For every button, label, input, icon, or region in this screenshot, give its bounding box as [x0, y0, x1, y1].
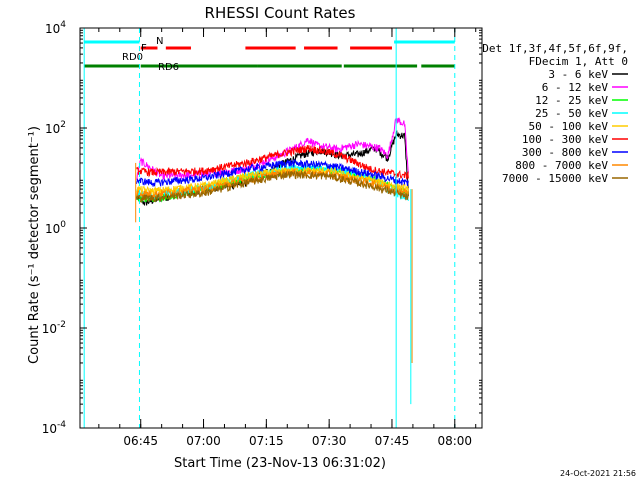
x-tick-label: 07:00 — [186, 434, 221, 448]
plot-frame — [79, 27, 483, 429]
flag-label: F — [141, 43, 147, 54]
vertical-markers — [83, 28, 456, 428]
x-tick-label: 08:00 — [437, 434, 472, 448]
legend-entry-label: 7000 - 15000 keV — [502, 172, 608, 185]
chart-title: RHESSI Count Rates — [205, 4, 356, 22]
series-line — [136, 117, 409, 180]
series-line — [136, 170, 409, 203]
footer-timestamp: 24-Oct-2021 21:56 — [560, 469, 636, 478]
series-line — [136, 145, 409, 180]
series-line — [136, 159, 409, 187]
legend-entry-label: 3 - 6 keV — [548, 68, 608, 81]
x-tick-label: 07:45 — [375, 434, 410, 448]
x-tick-label: 07:15 — [249, 434, 284, 448]
y-axis-label: Count Rate (s⁻¹ detector segment⁻¹) — [27, 126, 42, 364]
legend: Det 1f,3f,4f,5f,6f,9f,FDecim 1, Att 03 -… — [482, 42, 628, 185]
legend-entry-label: 25 - 50 keV — [535, 107, 608, 120]
flag-label: N — [156, 36, 163, 47]
legend-entry-label: 800 - 7000 keV — [515, 159, 608, 172]
x-tick-label: 07:30 — [312, 434, 347, 448]
legend-entry-label: 100 - 300 keV — [522, 133, 608, 146]
flag-label: RD0 — [122, 52, 143, 63]
legend-entry-label: 300 - 800 keV — [522, 146, 608, 159]
y-tick-label: 104 — [45, 20, 66, 36]
legend-entry-label: 50 - 100 keV — [529, 120, 609, 133]
x-tick-label: 06:45 — [123, 434, 158, 448]
y-tick-label: 102 — [45, 120, 66, 136]
legend-entry-label: 6 - 12 keV — [542, 81, 609, 94]
series-lines — [135, 117, 413, 405]
legend-header: Det 1f,3f,4f,5f,6f,9f, — [482, 42, 628, 55]
flag-label: RD6 — [158, 62, 179, 73]
y-tick-label: 100 — [45, 220, 66, 236]
x-axis-label: Start Time (23-Nov-13 06:31:02) — [174, 456, 386, 471]
y-tick-label: 10-4 — [42, 420, 67, 436]
axes: 104 102 100 10-2 10-4 06:45 07:00 07:15 07:30 07:… — [42, 20, 483, 448]
legend-entry-label: 12 - 25 keV — [535, 94, 608, 107]
legend-header: FDecim 1, Att 0 — [529, 55, 628, 68]
y-tick-label: 10-2 — [42, 320, 66, 336]
